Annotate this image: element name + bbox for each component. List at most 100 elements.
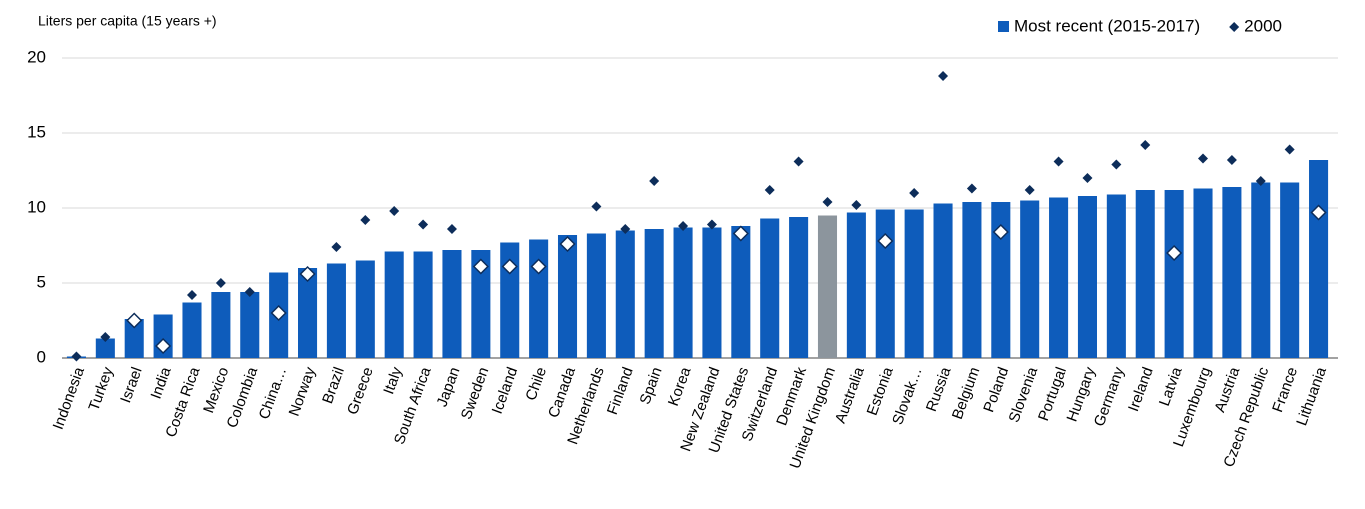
- bar: [673, 227, 693, 358]
- bar: [991, 202, 1011, 358]
- x-tick-label: Korea: [665, 364, 695, 408]
- marker: [100, 332, 111, 342]
- x-tick-label: Belgium: [949, 365, 984, 422]
- y-tick-label: 0: [37, 347, 46, 366]
- x-tick-label: Austria: [1211, 364, 1243, 414]
- marker: [1166, 244, 1183, 262]
- x-tick-label: Japan: [433, 365, 463, 409]
- bar: [731, 226, 751, 358]
- marker: [155, 337, 172, 355]
- bar: [644, 229, 664, 358]
- marker: [1024, 185, 1035, 195]
- marker: [1082, 173, 1093, 183]
- bar: [471, 250, 491, 358]
- marker: [649, 176, 660, 186]
- bar: [760, 218, 780, 358]
- marker: [530, 258, 547, 275]
- marker: [909, 188, 920, 198]
- bar: [846, 212, 866, 358]
- x-tick-label: France: [1269, 365, 1301, 415]
- x-tick-label: Estonia: [864, 364, 897, 417]
- bar: [1049, 197, 1069, 358]
- bar: [124, 319, 144, 358]
- marker: [71, 351, 82, 362]
- x-tick-label: Iceland: [489, 365, 522, 416]
- x-tick-label: India: [147, 364, 174, 401]
- marker: [126, 312, 143, 329]
- x-tick-label: Mexico: [200, 365, 232, 415]
- bar: [182, 302, 202, 358]
- marker: [299, 265, 316, 283]
- marker: [559, 235, 576, 253]
- bar: [298, 268, 318, 358]
- marker: [966, 183, 977, 194]
- bar: [240, 292, 260, 358]
- marker: [1226, 155, 1237, 165]
- marker: [851, 200, 862, 210]
- bar: [962, 202, 982, 358]
- y-axis-title: Liters per capita (15 years +): [38, 13, 217, 29]
- x-tick-label: Israel: [117, 365, 146, 405]
- x-tick-label: Indonesia: [50, 364, 88, 432]
- marker: [215, 278, 226, 288]
- legend-label: Most recent (2015-2017): [1014, 16, 1200, 35]
- bar: [1164, 190, 1184, 358]
- marker: [793, 156, 804, 167]
- bar: [1309, 160, 1329, 358]
- marker: [1140, 140, 1151, 150]
- bar: [211, 292, 231, 358]
- x-tick-label: Ireland: [1125, 365, 1157, 414]
- bar: [355, 260, 375, 358]
- y-tick-label: 15: [27, 122, 46, 141]
- marker: [1255, 176, 1266, 186]
- marker: [331, 242, 342, 252]
- x-tick-label: Spain: [637, 365, 666, 407]
- marker: [678, 221, 689, 231]
- bar: [789, 217, 809, 358]
- legend-label: 2000: [1244, 16, 1282, 35]
- marker: [1198, 153, 1209, 164]
- bar: [904, 209, 924, 358]
- marker: [446, 224, 457, 234]
- marker: [186, 290, 197, 300]
- marker: [591, 201, 602, 212]
- marker: [764, 185, 775, 195]
- bar: [1020, 200, 1040, 358]
- marker: [706, 219, 717, 230]
- legend-swatch: [1229, 22, 1240, 32]
- x-tick-label: Poland: [980, 365, 1012, 415]
- bar: [586, 233, 606, 358]
- marker: [360, 215, 371, 225]
- marker: [418, 219, 429, 230]
- x-tick-label: Russia: [923, 364, 955, 414]
- marker: [1111, 159, 1122, 170]
- y-tick-label: 5: [37, 272, 46, 291]
- x-tick-label: Brazil: [319, 365, 348, 406]
- bar: [500, 242, 520, 358]
- marker: [822, 197, 833, 207]
- marker: [389, 206, 400, 216]
- marker: [1310, 204, 1327, 221]
- bar: [933, 203, 953, 358]
- x-tick-label: Latvia: [1156, 364, 1186, 408]
- bar: [95, 338, 115, 358]
- legend-swatch: [998, 21, 1009, 32]
- marker: [501, 258, 518, 275]
- marker: [270, 304, 287, 322]
- bar: [384, 251, 404, 358]
- x-tick-label: Turkey: [85, 364, 117, 413]
- bar: [817, 215, 838, 358]
- bar: [529, 239, 549, 358]
- marker: [938, 71, 949, 81]
- x-tick-label: Italy: [380, 364, 406, 396]
- bar: [1077, 196, 1097, 358]
- bar: [702, 227, 722, 358]
- x-tick-label: Finland: [604, 365, 637, 417]
- marker: [877, 232, 894, 250]
- x-tick-label: Chile: [522, 365, 550, 403]
- bar: [1280, 182, 1300, 358]
- bar: [875, 209, 895, 358]
- marker: [620, 224, 631, 234]
